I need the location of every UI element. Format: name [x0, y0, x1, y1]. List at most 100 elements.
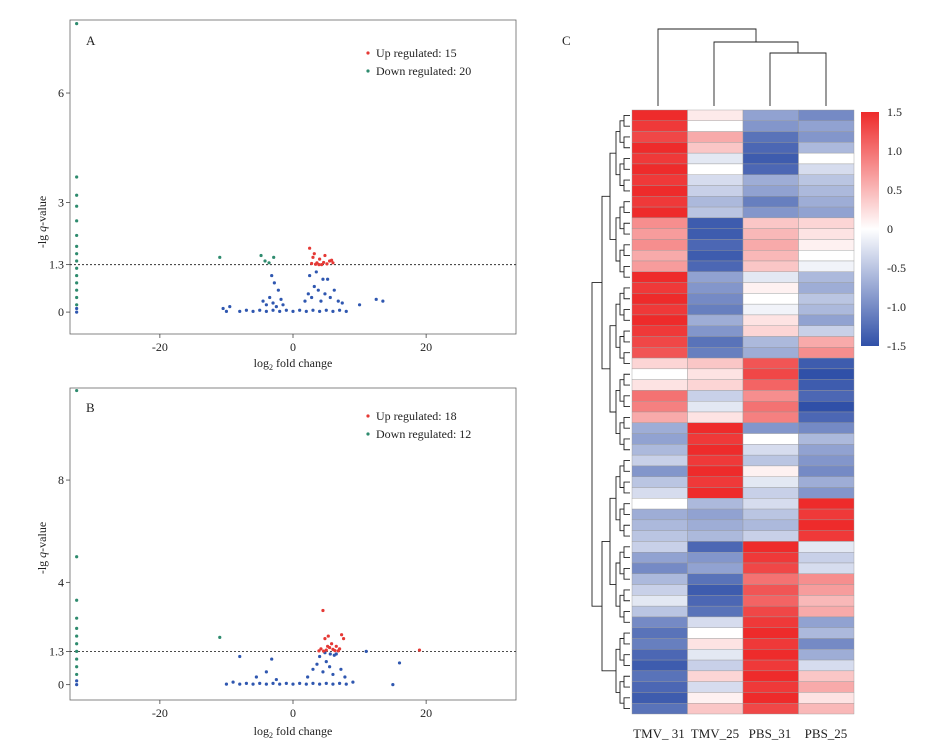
heatmap-cell [687, 649, 744, 661]
data-point-up [324, 648, 328, 652]
data-point-up [312, 252, 316, 256]
heatmap-cell [742, 627, 799, 639]
heatmap-cell [742, 562, 799, 574]
data-point-neutral [258, 681, 262, 685]
heatmap-cell [742, 131, 799, 143]
heatmap-cell [631, 541, 688, 553]
heatmap-cell [631, 185, 688, 197]
heatmap-cell [798, 649, 855, 661]
heatmap-cell [631, 595, 688, 607]
data-point-neutral [276, 288, 280, 292]
data-point-down [218, 635, 222, 639]
data-point-neutral [351, 680, 355, 684]
heatmap-cell [631, 422, 688, 434]
data-point-neutral [364, 649, 368, 654]
data-point-neutral [251, 682, 255, 686]
heatmap-cell [687, 368, 744, 380]
legend-up-label-a: Up regulated: 15 [376, 46, 457, 60]
data-point-down [75, 281, 79, 285]
heatmap-cell [631, 347, 688, 359]
data-point-down [75, 616, 79, 620]
row-dendrogram-branch [623, 373, 630, 386]
heatmap-cell [798, 681, 855, 693]
y-axis-label-b: -lg q-value [35, 522, 49, 574]
data-point-neutral [261, 299, 265, 303]
data-point-neutral [278, 682, 282, 686]
data-point-up [308, 246, 312, 250]
heatmap-cell [631, 250, 688, 262]
panel-label-c: C [562, 33, 571, 48]
data-point-down [75, 175, 79, 179]
heatmap-cell [631, 228, 688, 240]
panel-label-b: B [86, 400, 95, 415]
heatmap-cell [631, 206, 688, 219]
heatmap-cell [798, 196, 855, 208]
panel-label-a: A [86, 33, 96, 48]
heatmap-cell [742, 163, 799, 175]
heatmap-cell [631, 659, 688, 672]
data-point-up [321, 608, 325, 613]
heatmap-cell [631, 616, 688, 628]
data-point-up [334, 644, 338, 648]
heatmap-cell [742, 368, 799, 380]
axis-ticks-a: -20 0 20 0 1.3 3 6 [49, 86, 432, 354]
column-dendrogram [657, 28, 827, 106]
heatmap-cell [798, 142, 855, 154]
volcano-plot-b: B -20 0 20 0 1.3 4 8 Up regulated: 18 Down reg… [35, 387, 517, 740]
data-point-neutral [238, 682, 242, 686]
data-point-down [263, 259, 267, 263]
data-point-neutral [311, 667, 315, 671]
data-point-neutral [332, 288, 336, 292]
heatmap-cell [798, 670, 855, 682]
data-point-neutral [381, 299, 385, 303]
heatmap-cell [798, 605, 855, 618]
data-point-neutral [238, 309, 242, 313]
heatmap-cell [687, 185, 744, 197]
y-tick-label: 6 [58, 86, 64, 100]
row-dendrogram-branch [615, 389, 620, 435]
heatmap-cell [742, 217, 799, 229]
column-label: TMV_ 31 [633, 726, 685, 741]
row-dendrogram-branch [623, 136, 630, 149]
heatmap-cell [742, 293, 799, 305]
data-point-down [75, 598, 79, 602]
heatmap-cell [687, 217, 744, 229]
data-point-neutral [310, 295, 314, 300]
heatmap-cell [631, 444, 688, 456]
y-tick-label: 0 [58, 305, 64, 319]
heatmap-cell [631, 314, 688, 326]
heatmap-cell [687, 271, 744, 283]
points-b [75, 388, 422, 687]
row-dendrogram-branch [623, 438, 630, 451]
heatmap-cell [687, 444, 744, 456]
row-dendrogram [591, 114, 630, 710]
heatmap-cell [631, 303, 688, 316]
heatmap-cell [631, 390, 688, 402]
data-point-neutral [271, 308, 275, 312]
color-scale-tick-label: 1.0 [887, 144, 902, 158]
row-dendrogram-branch [623, 222, 630, 235]
y-tick-label: 3 [58, 196, 64, 210]
heatmap-cell [798, 303, 855, 316]
heatmap-cell [798, 659, 855, 672]
heatmap-cell [742, 174, 799, 186]
axis-ticks-b: -20 0 20 0 1.3 4 8 [49, 473, 432, 720]
row-dendrogram-branch [619, 551, 624, 575]
row-dendrogram-branch [623, 352, 630, 364]
data-point-neutral [328, 295, 332, 300]
data-point-neutral [331, 309, 335, 313]
y-tick-label: 0 [58, 678, 64, 692]
heatmap-cell [687, 422, 744, 434]
row-dendrogram-branch [609, 325, 616, 413]
data-point-neutral [324, 308, 328, 312]
data-point-down [75, 219, 79, 223]
data-point-neutral [258, 308, 262, 312]
heatmap-cell [742, 659, 799, 672]
data-point-neutral [374, 297, 378, 301]
data-point-up [330, 642, 334, 646]
volcano-plot-a: A -20 0 20 0 1.3 3 6 Up regulated: 15 Down reg… [35, 19, 517, 372]
row-dendrogram-branch [623, 460, 630, 472]
x-tick-label: 0 [290, 706, 296, 720]
data-point-neutral [321, 670, 325, 674]
row-dendrogram-branch [623, 179, 630, 192]
